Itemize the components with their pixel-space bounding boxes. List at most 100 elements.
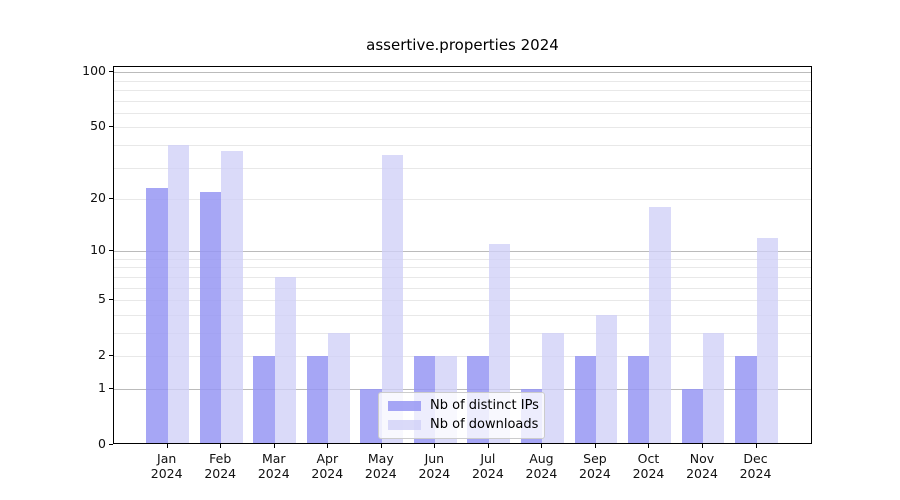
x-axis-tick-label: Apr 2024	[295, 451, 359, 481]
minor-gridline	[114, 100, 811, 102]
bar-distinct-ips	[574, 356, 596, 443]
x-tick-year: 2024	[739, 466, 772, 481]
x-tick-mark	[166, 444, 168, 448]
x-axis-tick-label: Oct 2024	[616, 451, 680, 481]
x-tick-year: 2024	[525, 466, 558, 481]
x-tick-month: Jan	[157, 451, 177, 466]
x-tick-month: Sep	[583, 451, 607, 466]
plot-area	[113, 66, 812, 444]
bar-distinct-ips	[735, 356, 757, 443]
x-axis-tick-label: Dec 2024	[724, 451, 788, 481]
minor-gridline	[114, 300, 811, 302]
x-tick-mark	[380, 444, 382, 448]
major-gridline	[114, 388, 811, 390]
bar-downloads	[328, 332, 350, 443]
legend-swatch-distinct-ips	[388, 400, 421, 411]
x-tick-mark	[273, 444, 275, 448]
minor-gridline	[114, 287, 811, 289]
legend-item-distinct-ips: Nb of distinct IPs	[388, 397, 539, 414]
x-tick-mark	[755, 444, 757, 448]
y-axis-tick-label: 50	[90, 118, 106, 134]
x-tick-month: Dec	[743, 451, 768, 466]
minor-gridline	[114, 127, 811, 129]
x-tick-mark	[648, 444, 650, 448]
bar-downloads	[381, 155, 404, 443]
minor-gridline	[114, 80, 811, 82]
legend: Nb of distinct IPs Nb of downloads	[378, 392, 545, 439]
minor-gridline	[114, 89, 811, 91]
y-axis-tick-label: 100	[82, 63, 106, 79]
y-tick-mark	[109, 355, 113, 357]
bar-distinct-ips	[628, 356, 650, 443]
minor-gridline	[114, 276, 811, 278]
x-axis-tick-label: Jan 2024	[135, 451, 199, 481]
y-axis-tick-label: 5	[98, 291, 106, 307]
x-tick-year: 2024	[579, 466, 611, 481]
y-tick-mark	[109, 126, 113, 128]
x-tick-month: Aug	[529, 451, 554, 466]
x-tick-mark	[220, 444, 222, 448]
bar-distinct-ips	[146, 188, 168, 443]
major-gridline	[114, 72, 811, 74]
y-tick-mark	[109, 71, 113, 73]
x-tick-mark	[541, 444, 543, 448]
x-tick-month: Apr	[316, 451, 339, 466]
x-tick-mark	[327, 444, 329, 448]
minor-gridline	[114, 199, 811, 200]
x-tick-month: Jul	[480, 451, 496, 466]
bar-downloads	[756, 237, 778, 443]
y-tick-mark	[109, 250, 113, 252]
bar-downloads	[542, 332, 564, 443]
y-axis-tick-label: 10	[90, 242, 106, 258]
bar-distinct-ips	[681, 388, 703, 443]
bar-distinct-ips	[360, 388, 382, 443]
minor-gridline	[114, 112, 811, 114]
legend-label-downloads: Nb of downloads	[430, 417, 539, 432]
minor-gridline	[114, 356, 811, 358]
x-tick-mark	[702, 444, 703, 448]
x-tick-month: Feb	[209, 451, 232, 466]
x-axis-tick-label: Jul 2024	[456, 451, 520, 481]
x-tick-year: 2024	[364, 466, 397, 481]
x-tick-month: Mar	[261, 451, 286, 466]
x-axis-tick-label: Jun 2024	[402, 451, 466, 481]
x-tick-month: Jun	[424, 451, 445, 466]
bar-downloads	[595, 314, 618, 443]
bar-downloads	[167, 144, 190, 443]
x-tick-year: 2024	[311, 466, 344, 481]
y-axis-tick-label: 2	[98, 347, 106, 363]
y-tick-mark	[109, 299, 113, 301]
legend-label-distinct-ips: Nb of distinct IPs	[430, 398, 539, 413]
x-tick-year: 2024	[686, 466, 718, 481]
chart-title: assertive.properties 2024	[366, 36, 559, 54]
y-axis-tick-label: 0	[98, 436, 106, 451]
x-tick-year: 2024	[632, 466, 665, 481]
y-axis-tick-label: 20	[90, 190, 106, 205]
x-axis-tick-label: Aug 2024	[509, 451, 573, 481]
y-axis-tick-label: 1	[98, 379, 106, 395]
bar-downloads	[703, 332, 725, 443]
x-tick-mark	[487, 444, 489, 448]
y-tick-mark	[109, 198, 113, 199]
minor-gridline	[114, 258, 811, 260]
y-tick-mark	[109, 444, 113, 445]
x-tick-mark	[434, 444, 436, 448]
x-tick-year: 2024	[418, 466, 451, 481]
x-axis-tick-label: Nov 2024	[670, 451, 734, 481]
x-tick-year: 2024	[257, 466, 290, 481]
bar-downloads	[274, 276, 297, 443]
x-tick-month: May	[367, 451, 394, 466]
x-tick-year: 2024	[204, 466, 237, 481]
x-axis-tick-label: Mar 2024	[242, 451, 306, 481]
minor-gridline	[114, 167, 811, 169]
bar-downloads	[221, 151, 243, 443]
bar-distinct-ips	[306, 356, 329, 443]
x-axis-tick-label: Feb 2024	[188, 451, 252, 481]
major-gridline	[114, 251, 811, 253]
minor-gridline	[114, 332, 811, 334]
minor-gridline	[114, 314, 811, 316]
x-axis-tick-label: Sep 2024	[563, 451, 627, 481]
minor-gridline	[114, 144, 811, 146]
bar-distinct-ips	[199, 191, 222, 443]
